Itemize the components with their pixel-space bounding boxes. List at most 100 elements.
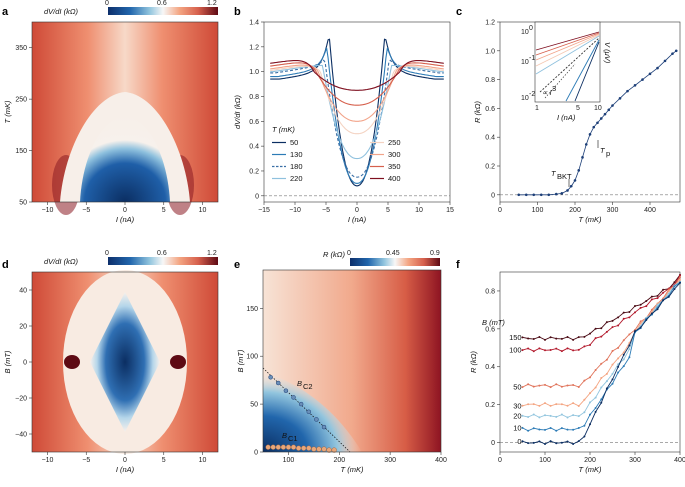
point-f-B50-14 — [600, 362, 603, 365]
colorbar-d-tick-0: 0 — [105, 250, 109, 257]
point-f-B100-25 — [662, 291, 665, 294]
heatmap-a-blue-dome — [80, 116, 170, 202]
point-f-B30-26 — [667, 290, 670, 293]
point-f-B30-16 — [611, 363, 614, 366]
axes-c-ytick-label-1: 0.2 — [485, 164, 495, 171]
axes-a-ytick-label-3: 350 — [15, 45, 27, 52]
line-f-B100 — [522, 275, 681, 352]
bc1-point-13 — [331, 447, 337, 453]
bc1-point-12 — [326, 447, 332, 453]
point-f-B20-26 — [667, 292, 670, 295]
inset-line-400 — [535, 31, 600, 51]
axes-a-xtick-label-0: −10 — [42, 207, 54, 214]
point-f-B10-10 — [577, 427, 580, 430]
line-b-T180 — [270, 59, 444, 178]
point-f-B10-9 — [572, 428, 575, 431]
point-f-B0-14 — [600, 401, 603, 404]
axes-f-xtick-label-3: 300 — [629, 457, 641, 464]
point-c-19 — [611, 104, 614, 107]
colorbar-d-tick-1: 0.6 — [157, 250, 167, 257]
inset-xtick-0: 1 — [535, 105, 539, 112]
axes-e-xlabel: T (mK) — [341, 465, 364, 474]
point-f-B100-20 — [634, 311, 636, 314]
bc1-point-7 — [301, 445, 307, 451]
point-f-B100-2 — [532, 350, 535, 353]
inset-c: 10 0 10 -1 10 -2 1 5 10 I (nA) V (μV) ∝ … — [521, 21, 612, 122]
line-f-B20 — [522, 281, 681, 418]
axes-b-xtick-label-1: −10 — [289, 207, 301, 214]
point-f-B30-4 — [544, 402, 546, 405]
point-f-B20-15 — [605, 380, 608, 383]
point-f-B50-21 — [639, 320, 642, 323]
point-f-B20-14 — [600, 386, 603, 389]
point-f-B0-26 — [667, 295, 670, 298]
point-f-B20-19 — [628, 348, 631, 351]
panel-d: dV/dI (kΩ) 0 0.6 1.2 −10 −5 0 5 10 −40 −20 0 20 4… — [3, 250, 219, 474]
point-f-B20-2 — [532, 413, 535, 416]
line-b-T350 — [270, 62, 444, 106]
point-c-24 — [648, 72, 652, 76]
axes-f-ytick-label-1: 0.2 — [485, 402, 495, 409]
point-f-B30-10 — [577, 404, 580, 407]
point-c-15 — [596, 121, 599, 125]
panel-letter-f: f — [456, 259, 460, 271]
inset-frame — [534, 21, 601, 103]
axes-e-ylabel: B (mT) — [236, 349, 245, 372]
legend-b-label-130: 130 — [290, 150, 303, 159]
bc2-point-0 — [268, 375, 273, 380]
point-f-B150-3 — [538, 335, 541, 338]
point-f-B0-2 — [532, 441, 535, 444]
panel-letter-b: b — [234, 6, 241, 18]
panel-e: R (kΩ) 0 0.45 0.9 B C2 B C1 100 200 300 400… — [236, 250, 447, 474]
annotation-tbkt-label: T — [551, 169, 557, 178]
point-f-B10-6 — [555, 429, 558, 432]
axes-b-xlabel: I (nA) — [348, 215, 367, 224]
point-f-B150-20 — [634, 304, 636, 307]
point-f-B50-19 — [628, 333, 631, 336]
point-f-B10-17 — [617, 371, 620, 374]
axes-d-xtick-label-3: 5 — [162, 457, 166, 464]
inset-yexp-2: -2 — [529, 91, 535, 98]
axes-e-ytick-label-2: 100 — [246, 354, 258, 361]
axes-f-xtick-label-4: 400 — [674, 457, 685, 464]
point-f-B100-1 — [527, 347, 530, 350]
point-f-B10-8 — [566, 428, 569, 431]
panel-letter-e: e — [234, 259, 240, 271]
point-f-B50-17 — [617, 346, 620, 349]
point-f-B10-1 — [527, 429, 530, 432]
point-f-B150-21 — [639, 303, 642, 306]
point-c-17 — [603, 112, 607, 116]
inset-ytick-0: 10 — [521, 29, 529, 36]
bc1-point-6 — [296, 445, 302, 451]
point-f-B100-24 — [656, 297, 659, 300]
axes-d-xtick-label-0: −10 — [42, 457, 54, 464]
axes-f-xtick-label-2: 200 — [584, 457, 596, 464]
axes-b-ytick-label-0: 0 — [255, 193, 259, 200]
inset-yexp-0: 0 — [529, 25, 533, 32]
colorbar-e-tick-2: 0.9 — [430, 250, 440, 257]
point-f-B10-7 — [560, 427, 563, 430]
point-f-B20-7 — [560, 413, 563, 416]
point-f-B100-10 — [577, 348, 580, 351]
point-f-B20-12 — [589, 401, 591, 404]
point-c-1 — [524, 193, 528, 197]
point-f-B0-28 — [679, 281, 681, 284]
point-f-B100-28 — [679, 274, 681, 277]
point-f-B150-19 — [628, 311, 631, 314]
point-f-B20-13 — [594, 396, 597, 399]
line-b-T300 — [270, 64, 444, 122]
point-f-B0-24 — [656, 308, 659, 311]
point-f-B10-3 — [538, 428, 541, 431]
point-f-B10-18 — [622, 365, 625, 368]
point-c-14 — [592, 125, 596, 129]
legend-b-label-350: 350 — [388, 162, 401, 171]
inset-xtick-2: 10 — [594, 105, 602, 112]
point-f-B0-1 — [527, 442, 530, 445]
point-f-B150-5 — [549, 336, 552, 339]
inset-xtick-1: 5 — [576, 105, 580, 112]
legend-b-label-180: 180 — [290, 162, 303, 171]
point-f-B30-5 — [549, 404, 552, 407]
bc1-point-11 — [321, 446, 327, 452]
annotation-tp-label: T — [600, 146, 606, 155]
point-f-B30-7 — [560, 403, 563, 406]
